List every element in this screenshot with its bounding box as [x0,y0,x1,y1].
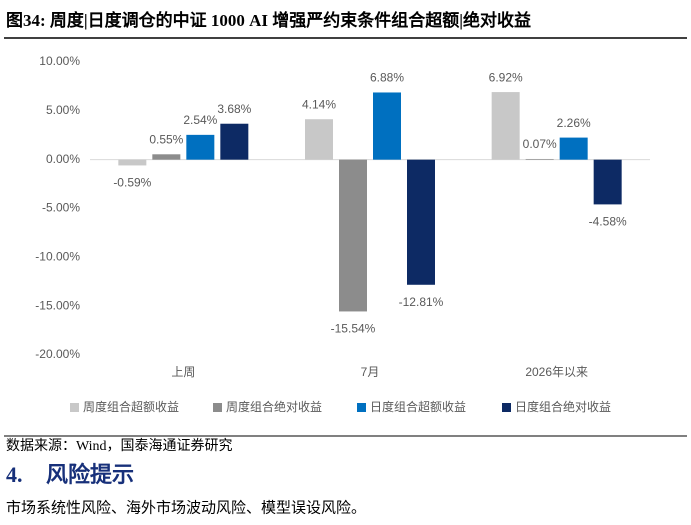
legend-swatch [70,403,79,412]
bar [152,154,181,160]
y-tick-label: -20.00% [35,347,80,361]
chart: -20.00% -15.00% -10.00% -5.00% 0.00% 5.00% 10.… [35,54,650,414]
legend-swatch [213,403,222,412]
bar [373,92,401,160]
bar [220,123,249,160]
bar [593,159,622,205]
x-tick-label: 2026年以来 [525,365,588,379]
data-label: 0.55% [149,132,183,146]
legend-swatch [357,403,366,412]
body-text: 市场系统性风险、海外市场波动风险、模型误设风险。 [6,499,366,516]
data-label: 6.92% [489,70,523,84]
x-tick-label: 7月 [361,365,380,379]
bar [118,159,147,166]
bar [559,137,588,160]
data-label: 3.68% [217,102,251,116]
bar [186,134,215,160]
data-label: -15.54% [331,322,376,336]
data-label: 0.07% [523,137,557,151]
legend-label: 周度组合超额收益 [83,399,179,414]
x-tick-label: 上周 [171,365,195,379]
legend-label: 日度组合超额收益 [370,399,466,414]
y-tick-label: 10.00% [39,54,80,68]
legend-label: 周度组合绝对收益 [226,399,322,414]
figure-title: 图34: 周度|日度调仓的中证 1000 AI 增强严约束条件组合超额|绝对收益 [6,10,531,30]
bar [305,119,333,160]
section-title: 风险提示 [46,462,134,487]
data-label: 4.14% [302,97,336,111]
data-label: 6.88% [370,71,404,85]
data-label: -0.59% [113,176,151,190]
bar [407,159,435,285]
y-tick-label: -5.00% [42,201,80,215]
bar [491,92,520,160]
source-note: 数据来源：Wind，国泰海通证券研究 [6,438,233,454]
legend-swatch [502,403,511,412]
bar [339,159,367,312]
section-number: 4. [6,462,23,487]
legend-label: 日度组合绝对收益 [515,399,611,414]
data-label: 2.26% [557,116,591,130]
bar [525,158,554,160]
y-tick-label: -10.00% [35,250,80,264]
y-tick-label: -15.00% [35,298,80,312]
data-label: -12.81% [399,295,444,309]
data-label: -4.58% [589,215,627,229]
y-tick-label: 5.00% [46,103,80,117]
data-label: 2.54% [183,113,217,127]
y-tick-label: 0.00% [46,152,80,166]
